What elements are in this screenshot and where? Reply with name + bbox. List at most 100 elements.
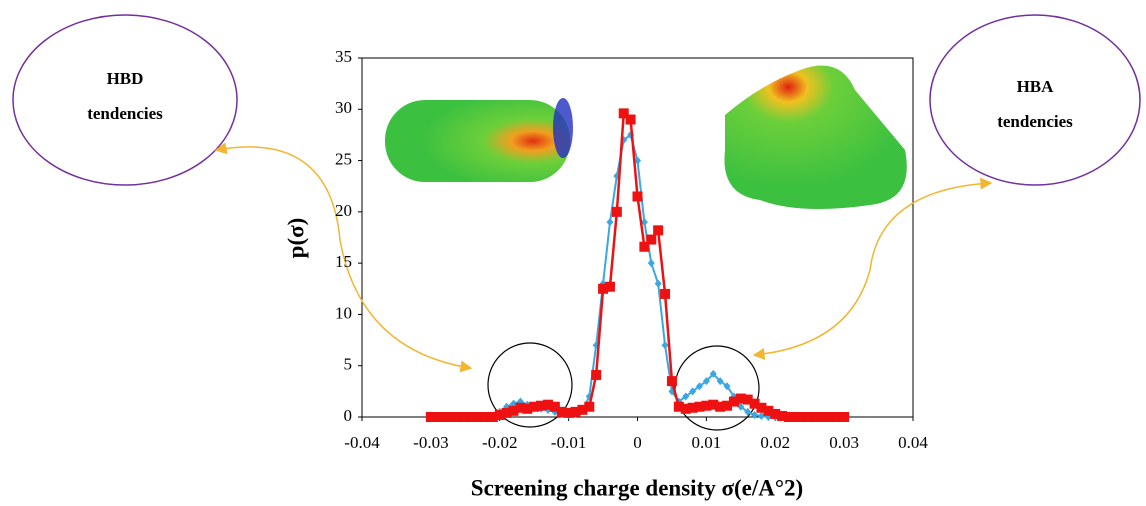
point	[784, 412, 795, 422]
x-tick-label: -0.01	[551, 433, 586, 452]
x-tick-label: -0.02	[482, 433, 517, 452]
point	[680, 403, 691, 414]
y-tick-label: 5	[344, 355, 353, 374]
hbd-arrow	[214, 142, 473, 373]
point	[640, 218, 648, 227]
annotation: tendencies	[997, 112, 1073, 131]
y-tick-label: 10	[335, 303, 352, 322]
point	[673, 401, 684, 412]
point	[611, 206, 622, 217]
point	[654, 279, 662, 288]
point	[661, 341, 669, 350]
point	[584, 401, 595, 412]
point	[716, 377, 724, 386]
point	[425, 412, 436, 422]
point	[625, 114, 636, 125]
point	[687, 402, 698, 413]
point	[744, 407, 752, 416]
point	[529, 401, 540, 412]
point	[694, 401, 705, 412]
point	[797, 412, 808, 422]
point	[632, 191, 643, 202]
point	[735, 393, 746, 404]
point	[453, 412, 464, 422]
point	[839, 412, 850, 422]
x-tick-label: 0.01	[692, 433, 722, 452]
hbd-ellipse	[12, 14, 238, 186]
right-molecule	[724, 65, 907, 209]
point	[804, 412, 815, 422]
point	[577, 404, 588, 415]
y-tick-label: 20	[335, 201, 352, 220]
point	[757, 411, 765, 420]
point	[689, 387, 697, 396]
point	[709, 369, 717, 378]
point	[549, 401, 560, 412]
annotation: HBA	[1017, 77, 1055, 96]
y-tick-label: 15	[335, 252, 352, 271]
hbd-circle	[487, 342, 573, 428]
point	[742, 394, 753, 405]
y-tick-label: 25	[335, 149, 352, 168]
point	[763, 405, 774, 416]
point	[480, 412, 491, 422]
point	[646, 234, 657, 245]
x-tick-label: 0.04	[898, 433, 928, 452]
point	[487, 412, 498, 422]
point	[790, 412, 801, 422]
x-axis-title: Screening charge density σ(e/A°2)	[471, 475, 803, 500]
point	[604, 281, 615, 292]
point	[460, 412, 471, 422]
point	[818, 412, 829, 422]
point	[825, 412, 836, 422]
point	[682, 392, 690, 401]
point	[439, 412, 450, 422]
point	[756, 402, 767, 413]
point	[510, 399, 518, 408]
point	[570, 406, 581, 417]
point	[702, 377, 710, 386]
point	[666, 376, 677, 387]
point	[647, 259, 655, 268]
point	[467, 412, 478, 422]
point	[598, 283, 609, 294]
point	[556, 406, 567, 417]
point	[723, 382, 731, 391]
point	[542, 399, 553, 410]
point	[563, 407, 574, 418]
point	[715, 401, 726, 412]
y-tick-label: 30	[335, 98, 352, 117]
point	[432, 412, 443, 422]
hba-ellipse	[929, 14, 1141, 186]
point	[653, 225, 664, 236]
point	[591, 369, 602, 380]
point	[751, 410, 759, 419]
x-tick-label: 0.03	[829, 433, 859, 452]
point	[606, 218, 614, 227]
point	[446, 412, 457, 422]
point	[522, 403, 533, 414]
point	[728, 396, 739, 407]
point	[494, 409, 505, 420]
point	[508, 405, 519, 416]
point	[749, 398, 760, 409]
point	[639, 241, 650, 252]
point	[811, 412, 822, 422]
point	[701, 400, 712, 411]
annotation: HBD	[107, 69, 144, 88]
point	[708, 399, 719, 410]
point	[832, 412, 843, 422]
point	[660, 288, 671, 299]
hba-arrow	[752, 177, 993, 360]
y-tick-label: 35	[335, 47, 352, 66]
point	[474, 412, 485, 422]
x-tick-label: 0	[633, 433, 642, 452]
annotation: tendencies	[87, 104, 163, 123]
point	[770, 408, 781, 419]
x-tick-label: -0.03	[413, 433, 448, 452]
y-tick-label: 0	[344, 406, 353, 425]
left-molecule	[385, 98, 573, 182]
point	[695, 382, 703, 391]
